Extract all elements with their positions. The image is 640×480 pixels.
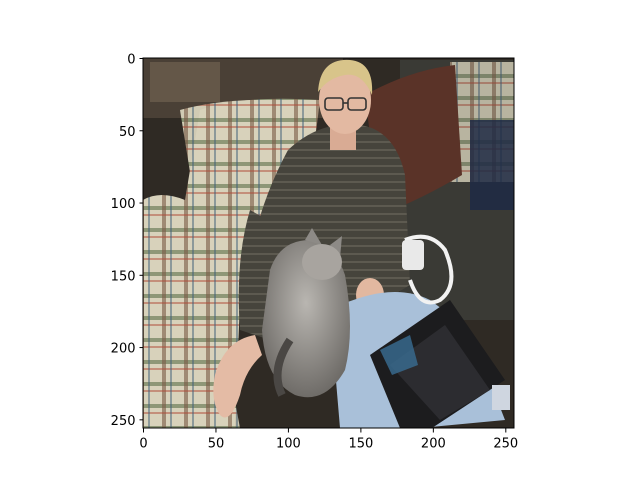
x-tick-label: 50 [208, 437, 225, 452]
x-tick-label: 0 [139, 437, 147, 452]
x-tick-label: 100 [276, 437, 301, 452]
y-tick-label: 0 [127, 53, 135, 68]
y-tick-label: 250 [111, 414, 136, 429]
x-tick-label: 150 [348, 437, 373, 452]
y-tick-label: 200 [111, 342, 136, 357]
x-axis-ticks: 0 50 100 150 200 250 [139, 428, 518, 452]
axes-frame [142, 57, 515, 429]
x-tick-label: 250 [493, 437, 518, 452]
x-tick-label: 200 [421, 437, 446, 452]
photo-image [143, 58, 514, 428]
y-tick-label: 100 [111, 197, 136, 212]
y-tick-label: 50 [119, 125, 136, 140]
y-tick-label: 150 [111, 269, 136, 284]
y-axis-ticks: 0 50 100 150 200 250 [111, 53, 144, 429]
